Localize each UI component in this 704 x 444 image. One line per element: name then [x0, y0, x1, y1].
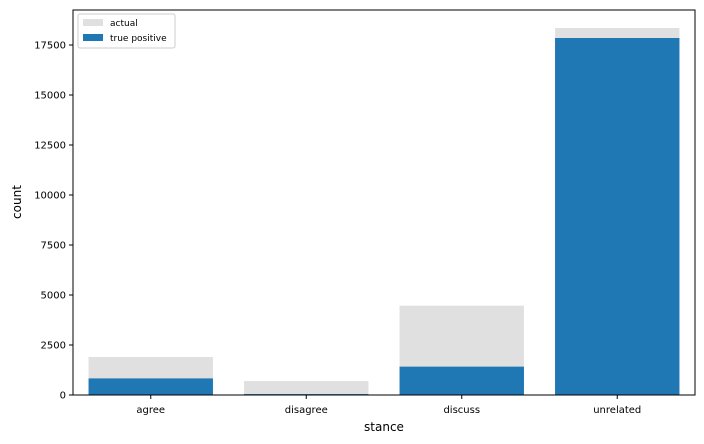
legend-swatch-actual [83, 19, 103, 26]
x-axis-label: stance [364, 420, 404, 434]
y-axis: 0 2500 5000 7500 10000 12500 15000 17500 [34, 41, 73, 402]
y-axis-label: count [10, 185, 24, 219]
y-tick-label: 2500 [41, 341, 66, 352]
legend-swatch-true-positive [83, 34, 103, 41]
y-tick-label: 15000 [34, 91, 66, 102]
y-tick-label: 7500 [41, 241, 66, 252]
y-tick-label: 10000 [34, 191, 66, 202]
y-tick-label: 12500 [34, 141, 66, 152]
bar-true-positive-unrelated [555, 38, 680, 395]
x-tick-label: agree [136, 405, 165, 416]
plot-frame [72, 9, 696, 396]
legend: actual true positive [77, 13, 176, 49]
bars [88, 28, 680, 396]
x-tick-label: unrelated [593, 405, 641, 416]
bar-true-positive-agree [88, 378, 213, 395]
y-tick-label: 5000 [41, 291, 66, 302]
x-axis: agree disagree discuss unrelated [136, 395, 641, 416]
y-tick-label: 0 [60, 391, 66, 402]
y-tick-label: 17500 [34, 41, 66, 52]
legend-label-actual: actual [110, 19, 138, 29]
legend-label-true-positive: true positive [110, 34, 167, 44]
x-tick-label: disagree [285, 405, 328, 416]
bar-true-positive-discuss [399, 366, 524, 395]
bar-actual-disagree [244, 381, 369, 395]
x-tick-label: discuss [443, 405, 480, 416]
